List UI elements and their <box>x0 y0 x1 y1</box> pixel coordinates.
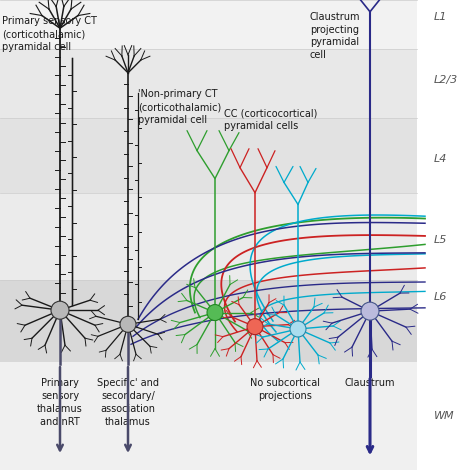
Text: Claustrum: Claustrum <box>345 378 395 388</box>
Text: WM: WM <box>434 411 455 421</box>
Text: Claustrum
projecting
pyramidal
cell: Claustrum projecting pyramidal cell <box>310 12 361 60</box>
Circle shape <box>207 305 223 321</box>
Circle shape <box>247 319 263 335</box>
Bar <box>0 362 417 470</box>
Text: L1: L1 <box>434 12 447 22</box>
Bar <box>0 280 417 362</box>
Text: CC (corticocortical)
pyramidal cells: CC (corticocortical) pyramidal cells <box>224 108 318 131</box>
Bar <box>0 118 417 193</box>
Circle shape <box>290 321 306 337</box>
Text: No subcortical
projections: No subcortical projections <box>250 378 320 401</box>
Text: L4: L4 <box>434 154 447 164</box>
Text: L5: L5 <box>434 235 447 245</box>
Circle shape <box>361 302 379 320</box>
Text: Specific' and
secondary/
association
thalamus: Specific' and secondary/ association tha… <box>97 378 159 427</box>
Bar <box>0 193 417 280</box>
Text: Primary sensory CT
(corticothalamic)
pyramidal cell: Primary sensory CT (corticothalamic) pyr… <box>2 16 97 52</box>
Bar <box>0 49 417 118</box>
Text: Primary
sensory
thalamus
and nRT: Primary sensory thalamus and nRT <box>37 378 83 427</box>
Text: 'Non-primary CT
(corticothalamic)
pyramidal cell: 'Non-primary CT (corticothalamic) pyrami… <box>138 89 221 125</box>
Text: L6: L6 <box>434 292 447 302</box>
Circle shape <box>51 301 69 319</box>
Bar <box>0 0 417 49</box>
Circle shape <box>120 316 136 332</box>
Text: L2/3: L2/3 <box>434 75 458 85</box>
